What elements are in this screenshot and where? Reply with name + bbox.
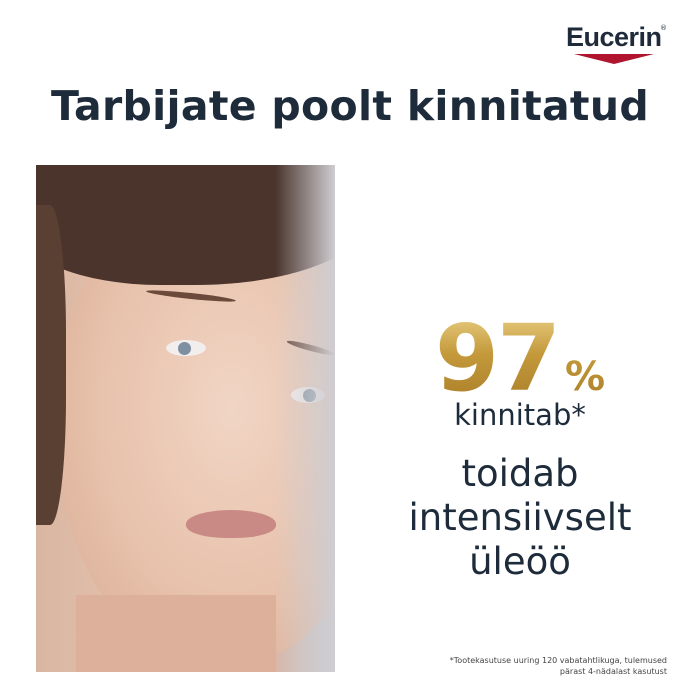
claim-line: intensiivselt: [408, 496, 632, 539]
footnote-line: pärast 4-nädalast kasutust: [559, 667, 667, 676]
claim-text: toidab intensiivselt üleöö: [400, 452, 640, 584]
percent-sign: %: [564, 354, 606, 400]
neck: [76, 595, 276, 672]
stat-value: 97: [434, 305, 559, 412]
left-eye: [166, 340, 206, 356]
photo-background: [275, 165, 335, 672]
hair-side: [36, 205, 66, 525]
claim-line: üleöö: [469, 540, 571, 583]
headline: Tarbijate poolt kinnitatud: [51, 82, 649, 130]
eucerin-logo: Eucerin ®: [566, 22, 667, 64]
claim-line: toidab: [461, 452, 579, 495]
stat-label: kinnitab*: [454, 398, 586, 432]
footnote-line: *Tootekasutuse uuring 120 vabatahtlikuga…: [449, 656, 667, 665]
logo-arrow-icon: [574, 54, 654, 64]
logo-text: Eucerin: [566, 22, 662, 52]
registered-mark: ®: [660, 24, 667, 32]
footnote: *Tootekasutuse uuring 120 vabatahtlikuga…: [450, 655, 667, 677]
lips: [186, 510, 276, 538]
stat-percentage: 97%: [400, 305, 640, 412]
model-face-photo: [36, 165, 335, 672]
